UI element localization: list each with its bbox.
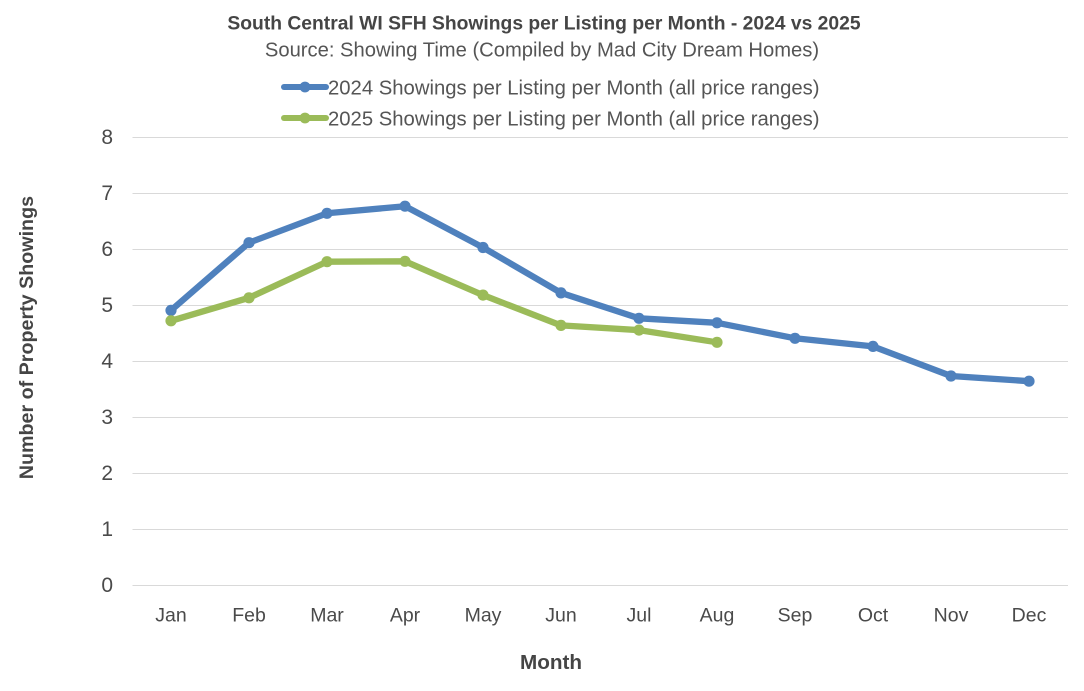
svg-text:Jan: Jan	[155, 605, 186, 627]
svg-text:8: 8	[101, 126, 113, 149]
svg-text:1: 1	[101, 518, 113, 541]
svg-text:3: 3	[101, 406, 113, 429]
svg-text:Nov: Nov	[934, 605, 969, 627]
svg-text:Feb: Feb	[232, 605, 266, 627]
svg-text:Oct: Oct	[858, 605, 889, 627]
svg-text:2025 Showings per Listing per: 2025 Showings per Listing per Month (all…	[328, 109, 820, 131]
svg-text:Apr: Apr	[390, 605, 421, 627]
svg-text:6: 6	[101, 238, 113, 261]
svg-text:7: 7	[101, 182, 113, 205]
svg-text:5: 5	[101, 294, 113, 317]
svg-text:Month: Month	[520, 651, 582, 674]
svg-text:2024 Showings per Listing per: 2024 Showings per Listing per Month (all…	[328, 78, 820, 100]
svg-text:Dec: Dec	[1012, 605, 1047, 627]
svg-text:Mar: Mar	[310, 605, 344, 627]
svg-text:South Central WI SFH Showings: South Central WI SFH Showings per Listin…	[227, 14, 860, 35]
svg-text:4: 4	[101, 350, 113, 373]
svg-text:0: 0	[101, 574, 113, 597]
svg-text:2: 2	[101, 462, 113, 485]
svg-text:Sep: Sep	[778, 605, 813, 627]
svg-text:May: May	[465, 605, 502, 627]
svg-text:Aug: Aug	[700, 605, 735, 627]
svg-text:Source: Showing Time (Compiled: Source: Showing Time (Compiled by Mad Ci…	[265, 40, 819, 62]
svg-text:Jun: Jun	[545, 605, 576, 627]
svg-text:Jul: Jul	[627, 605, 652, 627]
svg-text:Number of Property Showings: Number of Property Showings	[16, 196, 38, 479]
